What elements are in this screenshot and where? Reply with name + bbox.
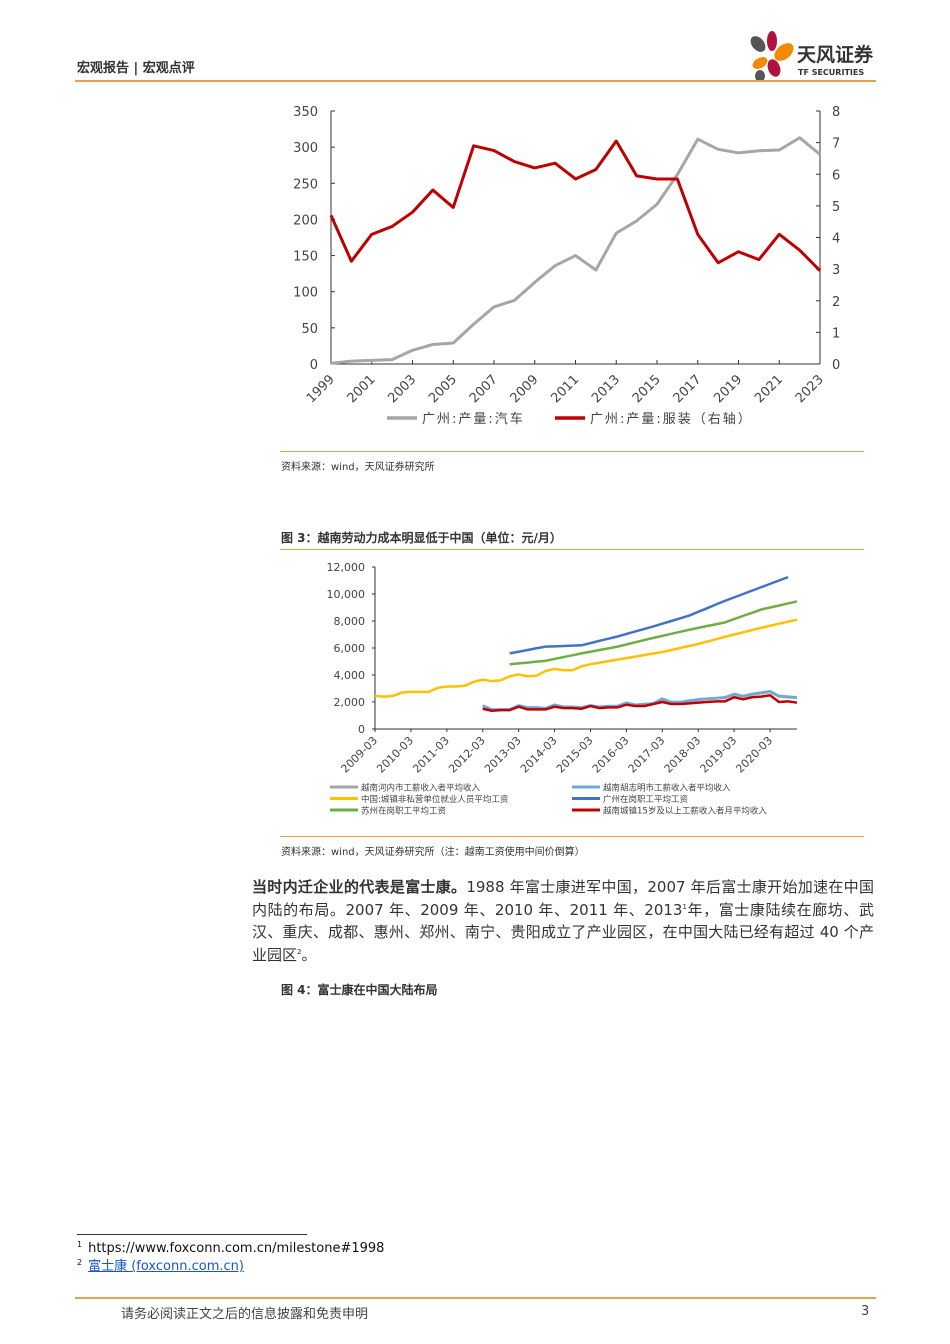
left-tick-label: 350 [293, 105, 318, 120]
footnote-1-number: 1 [77, 1240, 83, 1249]
y-tick-label: 10,000 [327, 588, 366, 601]
disclaimer-text: 请务必阅读正文之后的信息披露和免责申明 [121, 1307, 369, 1322]
footnote-2: 2 富士康 (foxconn.com.cn) [77, 1258, 244, 1275]
x-tick-label: 2001 [345, 372, 379, 406]
chart2-source: 资料来源：wind，天风证券研究所（注：越南工资使用中间价倒算） [281, 847, 585, 858]
x-tick-label: 2019 [711, 372, 745, 406]
legend-label: 中国:城镇非私营单位就业人员平均工资 [361, 794, 509, 805]
y-tick-label: 4,000 [334, 669, 366, 682]
legend-label: 越南胡志明市工薪收入者平均收入 [603, 783, 731, 794]
x-tick-label: 2015-03 [554, 734, 596, 776]
x-tick-label: 2014-03 [518, 734, 560, 776]
figure3-title: 图 3：越南劳动力成本明显低于中国（单位：元/月） [281, 531, 562, 545]
right-tick-label: 1 [832, 326, 840, 341]
x-tick-label: 2018-03 [662, 734, 704, 776]
paragraph-text: 。 [301, 945, 317, 964]
chart1-divider [280, 451, 864, 452]
footnote-2-number: 2 [77, 1258, 83, 1267]
x-tick-label: 2017 [671, 372, 705, 406]
chart1-source: 资料来源：wind，天风证券研究所 [281, 462, 435, 473]
x-tick-label: 2021 [752, 372, 786, 406]
x-tick-label: 2015 [630, 372, 664, 406]
x-tick-label: 2010-03 [374, 734, 416, 776]
x-tick-label: 2009 [508, 372, 542, 406]
x-tick-label: 2023 [793, 372, 827, 406]
right-tick-label: 4 [832, 232, 840, 247]
series-line [482, 689, 798, 711]
series-line [509, 575, 789, 655]
y-tick-label: 6,000 [334, 642, 366, 655]
legend-label: 广州:产量:汽车 [422, 411, 525, 427]
right-tick-label: 6 [832, 168, 840, 183]
right-tick-label: 2 [832, 295, 840, 310]
footnote-ref-1[interactable]: 1 [682, 902, 687, 911]
series-line [509, 600, 798, 666]
right-tick-label: 5 [832, 200, 840, 215]
x-tick-label: 2013-03 [482, 734, 524, 776]
series-line-clothing [329, 139, 822, 272]
legend-label: 广州:产量:服装（右轴） [590, 412, 753, 427]
left-tick-label: 0 [310, 358, 318, 373]
x-tick-label: 2007 [467, 372, 501, 406]
x-tick-label: 2016-03 [590, 734, 632, 776]
series-line-cars [330, 136, 821, 365]
x-tick-label: 2020-03 [733, 734, 775, 776]
figure3-title-divider [280, 549, 864, 550]
body-paragraph: 当时内迁企业的代表是富士康。1988 年富士康进军中国，2007 年后富士康开始… [252, 876, 874, 966]
x-tick-label: 2012-03 [446, 734, 488, 776]
left-tick-label: 300 [293, 141, 318, 156]
legend-label: 苏州在岗职工平均工资 [361, 806, 447, 817]
y-tick-label: 12,000 [327, 561, 366, 574]
left-tick-label: 200 [293, 213, 318, 228]
legend-label: 越南城镇15岁及以上工薪收入者月平均收入 [603, 806, 767, 817]
legend-label: 越南河内市工薪收入者平均收入 [361, 783, 481, 794]
wage-comparison-chart: 0 2,000 4,000 6,000 8,000 10,000 12,000 2009-03… [327, 561, 798, 817]
paragraph-text: 年，富士康陆续在廊坊、武汉、重庆、成都、惠州、郑州、南宁、贵阳成立了产业园区，在… [252, 900, 874, 964]
x-tick-label: 2017-03 [626, 734, 668, 776]
left-tick-label: 100 [293, 286, 318, 301]
y-tick-label: 8,000 [334, 615, 366, 628]
left-tick-label: 50 [301, 322, 318, 337]
page-number: 3 [861, 1304, 870, 1319]
x-tick-label: 2013 [589, 372, 623, 406]
y-tick-label: 0 [358, 723, 365, 736]
right-tick-label: 3 [832, 263, 840, 278]
series-line [482, 694, 798, 713]
chart2-divider [280, 836, 864, 837]
right-tick-label: 8 [832, 105, 840, 120]
legend-label: 广州在岗职工平均工资 [603, 794, 689, 805]
header-divider [75, 80, 876, 82]
logo-text-en: TF SECURITIES [798, 68, 865, 77]
right-tick-label: 7 [832, 137, 840, 152]
left-tick-label: 250 [293, 177, 318, 192]
footnote-1-text: https://www.foxconn.com.cn/milestone#199… [88, 1241, 385, 1256]
x-tick-label: 2011-03 [410, 734, 452, 776]
tf-logo-icon [748, 30, 796, 82]
logo-text-cn: 天风证券 [797, 44, 874, 66]
figure4-title: 图 4：富士康在中国大陆布局 [281, 983, 438, 997]
report-category: 宏观报告 | 宏观点评 [77, 61, 195, 76]
x-tick-label: 1999 [304, 372, 338, 406]
paragraph-text: 1988 年富士康进军中国，2007 年后富士康开始加速在中国内陆的布局。200… [252, 878, 874, 919]
right-tick-label: 0 [832, 358, 840, 373]
y-tick-label: 2,000 [334, 696, 366, 709]
footer-divider [75, 1297, 876, 1299]
x-tick-label: 2003 [385, 372, 419, 406]
x-tick-label: 2019-03 [698, 734, 740, 776]
left-tick-label: 150 [293, 250, 318, 265]
x-tick-label: 2011 [548, 372, 582, 406]
footnote-ref-2[interactable]: 2 [297, 947, 302, 956]
series-line [374, 618, 798, 698]
foxconn-link[interactable]: 富士康 (foxconn.com.cn) [88, 1259, 244, 1274]
paragraph-lead: 当时内迁企业的代表是富士康。 [252, 878, 467, 896]
x-tick-label: 2009-03 [338, 734, 380, 776]
footnote-divider [77, 1234, 307, 1235]
footnote-1: 1 https://www.foxconn.com.cn/milestone#19… [77, 1240, 385, 1257]
x-tick-label: 2005 [426, 372, 460, 406]
